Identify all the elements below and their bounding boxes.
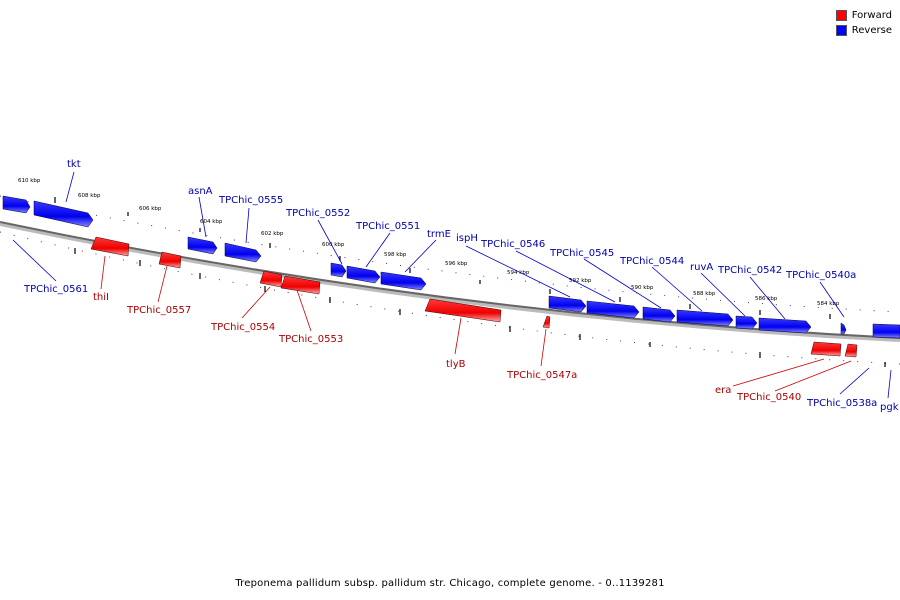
scale-labels: 610 kbp 608 kbp 606 kbp 604 kbp 602 kbp … [18, 178, 840, 307]
gene-label: TPChic_0547a [506, 370, 577, 381]
gene-arrow-reverse[interactable] [872, 323, 900, 339]
gene-arrow-forward[interactable] [424, 298, 502, 323]
scale-label: 588 kbp [693, 291, 716, 297]
gene-arrow-forward[interactable] [844, 343, 858, 358]
legend-reverse: Reverse [835, 23, 892, 38]
scale-label: 584 kbp [817, 301, 840, 307]
scale-label: 586 kbp [755, 296, 778, 302]
gene-arrow-reverse[interactable] [735, 315, 758, 330]
gene-arrow-forward[interactable] [90, 236, 130, 257]
reverse-swatch [835, 25, 847, 36]
scale-label: 592 kbp [569, 278, 592, 284]
gene-label: TPChic_0546 [480, 239, 545, 250]
gene-label: TPChic_0544 [619, 256, 684, 267]
scale-label: 600 kbp [322, 242, 345, 248]
gene-arrow-reverse[interactable] [187, 236, 218, 255]
map-caption: Treponema pallidum subsp. pallidum str. … [235, 578, 665, 589]
gene-label: TPChic_0557 [126, 305, 191, 316]
gene-arrow-reverse[interactable] [548, 295, 587, 313]
gene-arrow-reverse[interactable] [346, 265, 381, 284]
gene-label: TPChic_0540a [785, 270, 856, 281]
legend-reverse-label: Reverse [851, 25, 892, 36]
gene-label: trmE [427, 229, 451, 240]
gene-arrow-reverse[interactable] [676, 309, 734, 327]
forward-genes[interactable] [90, 236, 858, 358]
backbone-shadow [0, 222, 900, 342]
forward-swatch [835, 10, 847, 21]
scale-ticks-lower [74, 248, 886, 367]
scale-label: 602 kbp [261, 231, 284, 237]
gene-label: tkt [67, 159, 81, 170]
gene-arrow-forward[interactable] [810, 341, 842, 357]
gene-label: TPChic_0554 [210, 322, 275, 333]
legend: Forward Reverse [835, 8, 892, 38]
gene-arrow-forward[interactable] [280, 275, 321, 295]
gene-label: tlyB [446, 359, 466, 370]
gene-arrow-reverse[interactable] [586, 300, 640, 319]
scale-label: 596 kbp [445, 261, 468, 267]
gene-label: ispH [456, 233, 478, 244]
scale-label: 606 kbp [139, 206, 162, 212]
scale-label: 610 kbp [18, 178, 41, 184]
gene-label: era [715, 385, 731, 396]
reverse-leader-lines [12, 171, 892, 399]
scale-label: 598 kbp [384, 252, 407, 258]
gene-arrow-reverse[interactable] [840, 322, 847, 335]
gene-label: TPChic_0540 [736, 392, 801, 403]
gene-label: thiI [93, 292, 109, 303]
gene-arrow-reverse[interactable] [33, 200, 94, 228]
scale-label: 604 kbp [200, 219, 223, 225]
gene-arrow-forward[interactable] [259, 270, 283, 288]
reverse-gene-labels: tkt asnA TPChic_0555 TPChic_0552 TPChic_… [23, 159, 899, 413]
scale-label: 590 kbp [631, 285, 654, 291]
gene-label: ruvA [690, 262, 713, 273]
gene-label: asnA [188, 186, 213, 197]
gene-label: TPChic_0561 [23, 284, 88, 295]
reverse-genes[interactable] [2, 195, 900, 339]
gene-arrow-reverse[interactable] [330, 262, 347, 278]
gene-arrow-reverse[interactable] [642, 306, 676, 323]
gene-label: TPChic_0553 [278, 334, 343, 345]
scale-label: 608 kbp [78, 193, 101, 199]
gene-label: TPChic_0551 [355, 221, 420, 232]
gene-label: TPChic_0545 [549, 248, 614, 259]
gene-label: pgk [880, 402, 899, 413]
gene-label: TPChic_0542 [717, 265, 782, 276]
forward-leader-lines [100, 255, 852, 392]
gene-label: TPChic_0552 [285, 208, 350, 219]
legend-forward-label: Forward [851, 10, 892, 21]
gene-arrow-reverse[interactable] [2, 195, 31, 214]
forward-gene-labels: thiI TPChic_0557 TPChic_0554 TPChic_0553… [93, 292, 801, 403]
gene-arrow-reverse[interactable] [758, 317, 812, 334]
gene-label: TPChic_0538a [806, 398, 877, 409]
gene-label: TPChic_0555 [218, 195, 283, 206]
scale-ticks-upper [54, 197, 831, 319]
scale-label: 594 kbp [507, 270, 530, 276]
gene-arrow-reverse[interactable] [380, 271, 427, 291]
gene-arrow-forward[interactable] [158, 251, 182, 269]
gene-arrow-forward[interactable] [542, 315, 551, 329]
gene-arrow-reverse[interactable] [224, 242, 262, 263]
legend-forward: Forward [835, 8, 892, 23]
